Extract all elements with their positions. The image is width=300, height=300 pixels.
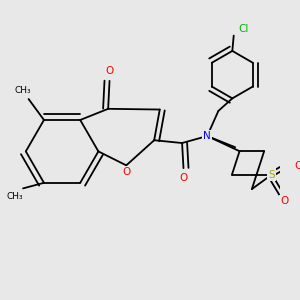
Text: O: O [294, 161, 300, 171]
Text: Cl: Cl [238, 24, 248, 34]
Text: CH₃: CH₃ [15, 86, 31, 95]
Text: S: S [268, 169, 275, 180]
Text: O: O [179, 173, 188, 183]
Text: N: N [203, 131, 211, 141]
Text: O: O [280, 196, 288, 206]
Text: O: O [105, 66, 114, 76]
Text: O: O [122, 167, 130, 177]
Text: CH₃: CH₃ [6, 192, 23, 201]
